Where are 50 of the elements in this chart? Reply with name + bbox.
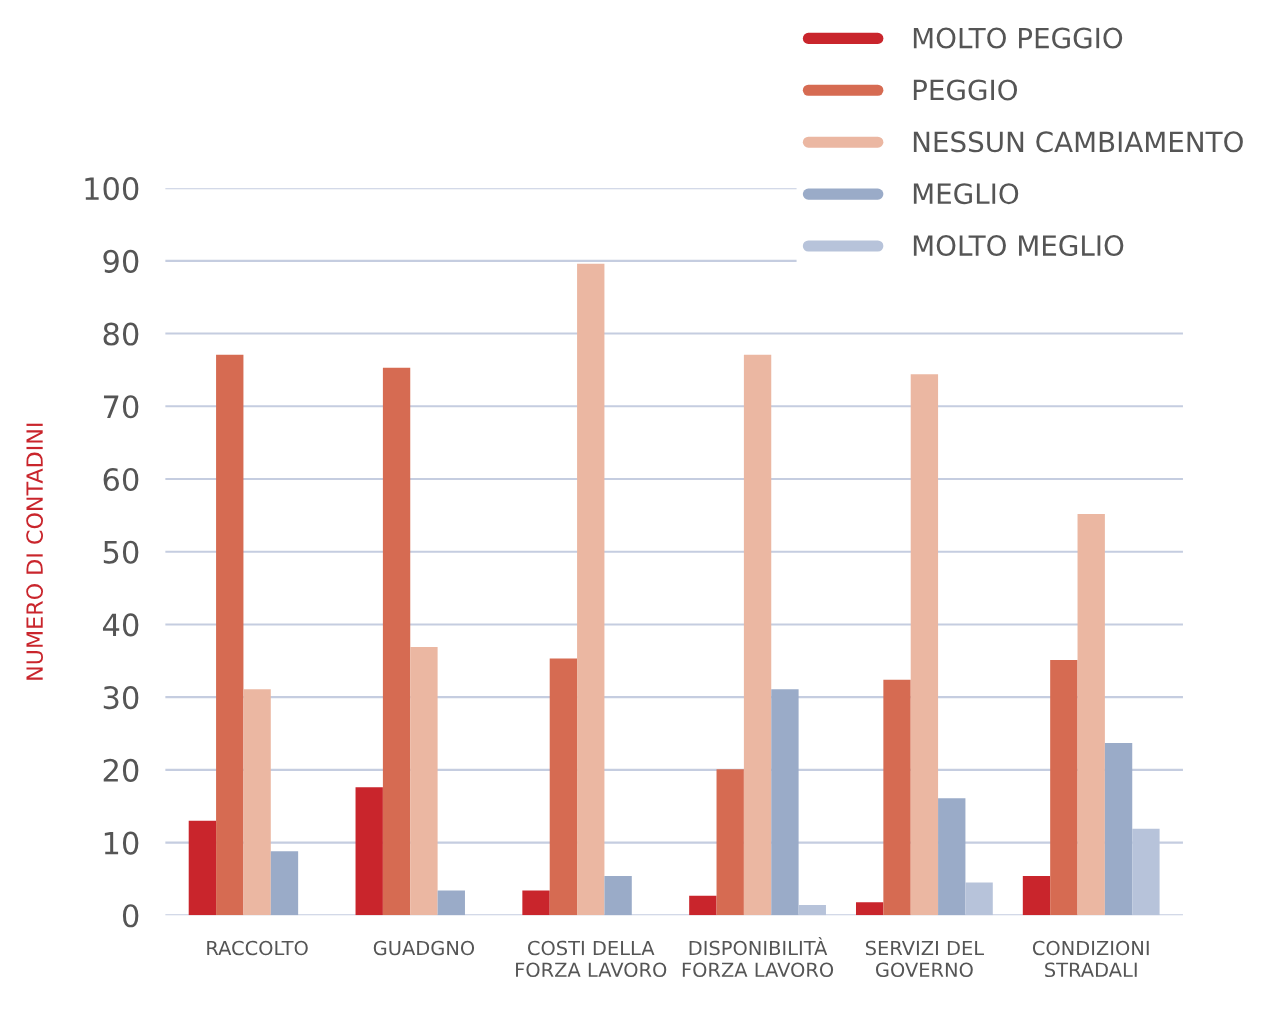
- x-tick-label: CONDIZIONI STRADALI: [1032, 940, 1149, 978]
- y-tick-label: 40: [102, 613, 139, 637]
- legend-label: MEGLIO: [913, 183, 1019, 205]
- x-tick-label: GUADGNO: [373, 940, 475, 956]
- y-tick-label: 70: [103, 395, 139, 419]
- bar: [188, 820, 217, 916]
- bar: [549, 658, 578, 916]
- bar: [771, 689, 799, 916]
- bar: [522, 890, 550, 916]
- y-tick-label: 30: [103, 686, 139, 710]
- y-tick-label: 100: [85, 177, 139, 201]
- bar: [689, 895, 717, 916]
- bar: [1104, 742, 1133, 916]
- x-tick-label: RACCOLTO: [207, 940, 308, 956]
- bar: [1077, 513, 1105, 916]
- bar: [437, 890, 465, 916]
- bar: [798, 905, 826, 916]
- bar: [716, 769, 744, 916]
- x-tick-label: COSTI DELLA FORZA LAVORO: [516, 940, 667, 978]
- bar: [216, 354, 244, 916]
- y-tick-label: 20: [103, 758, 139, 782]
- y-tick-label: 50: [103, 540, 139, 564]
- bar: [410, 646, 438, 916]
- bar: [910, 374, 939, 916]
- bar: [1132, 828, 1160, 916]
- bar: [938, 798, 966, 916]
- y-tick-label: 80: [103, 322, 139, 346]
- legend-label: MOLTO MEGLIO: [913, 235, 1124, 257]
- y-tick-label: 0: [122, 904, 139, 928]
- legend-label: MOLTO PEGGIO: [913, 27, 1123, 49]
- y-axis-title: NUMERO DI CONTADINI: [26, 423, 44, 680]
- bar: [355, 787, 383, 916]
- y-tick-label: 90: [103, 249, 139, 273]
- y-tick-label: 10: [104, 831, 139, 855]
- y-tick-label: 60: [103, 467, 139, 492]
- x-tick-label: SERVIZI DEL GOVERNO: [865, 940, 984, 978]
- bar: [604, 876, 632, 916]
- legend-label: PEGGIO: [913, 79, 1018, 101]
- bar: [243, 689, 271, 916]
- bar: [855, 902, 884, 916]
- bar: [743, 354, 772, 916]
- bar: [382, 367, 411, 916]
- legend-label: NESSUN CAMBIAMENTO: [913, 131, 1243, 153]
- bar: [965, 882, 993, 916]
- bar: [577, 263, 605, 916]
- bar: [1022, 876, 1051, 916]
- bar: [883, 679, 911, 916]
- bar: [270, 851, 299, 916]
- bar: [1050, 660, 1078, 916]
- x-tick-label: DISPONIBILITÀ FORZA LAVORO: [682, 937, 834, 978]
